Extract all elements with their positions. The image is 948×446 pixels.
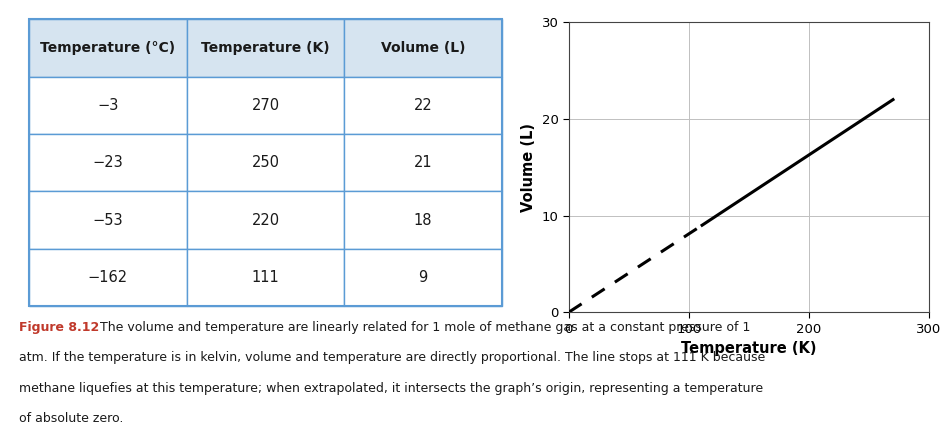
Bar [28,134,187,191]
Bar [28,77,187,134]
Bar [28,191,187,249]
Text: Volume (L): Volume (L) [381,41,465,55]
Bar [187,191,344,249]
Text: −53: −53 [92,213,123,227]
Text: Figure 8.12: Figure 8.12 [19,321,100,334]
Bar [187,19,344,77]
Y-axis label: Volume (L): Volume (L) [521,123,536,212]
Bar [28,19,187,77]
Bar [344,134,502,191]
Bar [187,249,344,306]
Text: 111: 111 [251,270,280,285]
Bar [344,249,502,306]
Text: methane liquefies at this temperature; when extrapolated, it intersects the grap: methane liquefies at this temperature; w… [19,382,763,395]
Text: 250: 250 [251,155,280,170]
Text: The volume and temperature are linearly related for 1 mole of methane gas at a c: The volume and temperature are linearly … [92,321,750,334]
Text: 9: 9 [419,270,428,285]
X-axis label: Temperature (K): Temperature (K) [682,341,816,356]
Text: 21: 21 [414,155,432,170]
Text: 220: 220 [251,213,280,227]
Text: atm. If the temperature is in kelvin, volume and temperature are directly propor: atm. If the temperature is in kelvin, vo… [19,351,765,364]
Text: 18: 18 [414,213,432,227]
Bar [187,77,344,134]
Text: −162: −162 [87,270,128,285]
Text: 22: 22 [414,98,432,113]
Text: 270: 270 [251,98,280,113]
Bar [28,249,187,306]
Text: −3: −3 [97,98,118,113]
Text: −23: −23 [92,155,123,170]
Bar [344,191,502,249]
Text: Temperature (K): Temperature (K) [201,41,330,55]
Text: Temperature (°C): Temperature (°C) [40,41,175,55]
Text: of absolute zero.: of absolute zero. [19,412,123,425]
Bar [187,134,344,191]
Bar [344,77,502,134]
Bar [344,19,502,77]
